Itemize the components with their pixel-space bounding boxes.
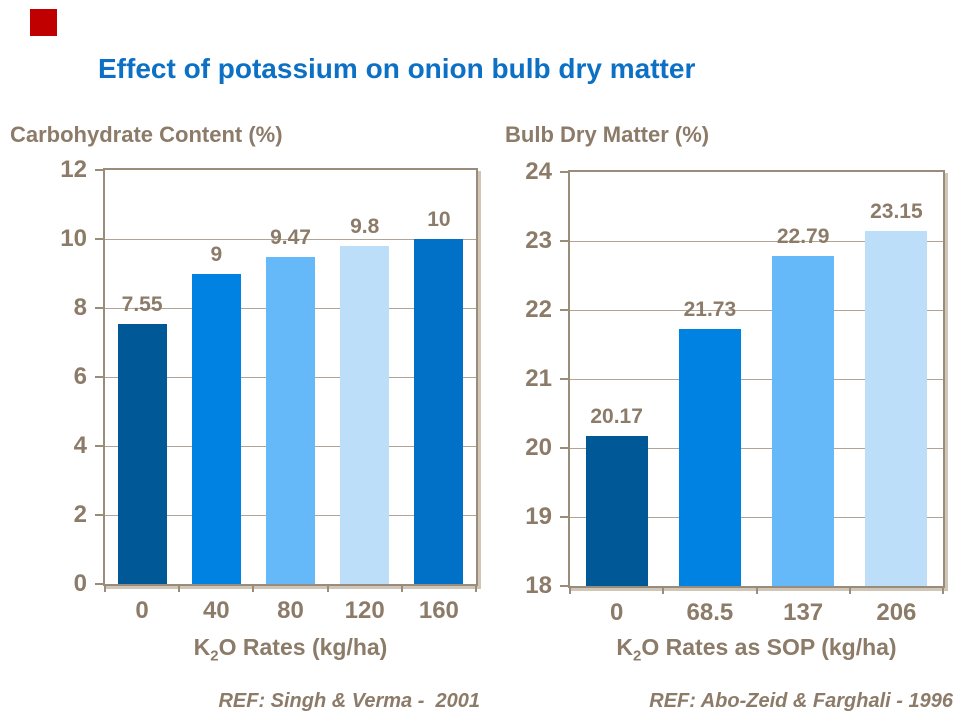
- bar-value-label: 9: [210, 242, 223, 266]
- y-axis-tick: [95, 445, 104, 447]
- y-axis-label: 24: [525, 158, 552, 185]
- y-axis-label: 10: [60, 225, 87, 252]
- y-axis-label: 19: [525, 503, 552, 530]
- y-axis-label: 2: [73, 501, 87, 528]
- y-axis-label: 20: [525, 434, 552, 461]
- y-axis-tick: [95, 514, 104, 516]
- y-axis-tick: [95, 307, 104, 309]
- x-axis-label: 206: [876, 599, 917, 626]
- slide-accent-square: [30, 9, 57, 36]
- bar-k2o-137: [772, 255, 835, 586]
- bar-k2o-206: [865, 230, 928, 586]
- x-axis-tick: [400, 585, 403, 592]
- bar-value-label: 10: [427, 208, 451, 231]
- reference-abozeid-farghali: REF: Abo-Zeid & Farghali - 1996: [649, 690, 953, 712]
- gridline-21: [570, 378, 943, 380]
- bar-k2o-80: [266, 257, 315, 584]
- chart-title-carbohydrate: Carbohydrate Content (%): [10, 122, 283, 147]
- x-axis-tick: [942, 587, 944, 594]
- y-axis-label: 8: [73, 294, 87, 321]
- reference-singh-verma: REF: Singh & Verma - 2001: [218, 690, 480, 712]
- y-axis-tick: [95, 376, 104, 378]
- gridline-20: [570, 447, 943, 449]
- y-axis-label: 6: [73, 363, 87, 390]
- y-axis-label: 12: [60, 156, 87, 183]
- x-axis-tick: [848, 587, 851, 594]
- x-axis-label: 0: [135, 597, 149, 624]
- x-axis-label: 0: [609, 599, 624, 626]
- x-axis-label: 137: [783, 599, 824, 626]
- plot-area-bulb-dry-matter: 20.17 21.73 22.79 23.15: [568, 170, 945, 588]
- x-axis-label: 40: [202, 597, 230, 624]
- bar-k2o-160: [414, 239, 464, 584]
- bar-value-label: 7.55: [121, 292, 163, 316]
- y-axis-label: 23: [525, 227, 552, 254]
- y-axis-tick: [560, 378, 569, 380]
- y-axis-label: 21: [525, 365, 552, 392]
- bar-k2o-120: [340, 245, 390, 584]
- bar-value-label: 21.73: [683, 297, 737, 321]
- y-axis-tick: [560, 447, 569, 449]
- plot-area-carbohydrate: 7.55 9 9.47 9.8 10: [103, 168, 478, 586]
- x-axis-label: 160: [418, 597, 459, 624]
- bulb-dry-matter-chart: Bulb Dry Matter (%) 20.17 21.73 22.79 23.15…: [480, 118, 960, 720]
- x-axis-tick: [475, 585, 477, 592]
- y-axis-tick: [95, 238, 104, 240]
- x-axis-label: 120: [344, 597, 385, 624]
- gridline-23: [570, 240, 943, 242]
- y-axis-tick: [560, 309, 569, 311]
- x-axis-tick: [755, 587, 758, 594]
- bar-k2o-0: [585, 436, 648, 586]
- x-axis-tick: [326, 585, 329, 592]
- y-axis-tick: [560, 516, 569, 518]
- x-axis-label: 80: [277, 597, 304, 624]
- bar-k2o-68.5: [678, 328, 741, 586]
- y-axis-tick: [560, 240, 569, 242]
- gridline-22: [570, 309, 943, 311]
- x-axis-title-bulb-dry-matter: K2O Rates as SOP (kg/ha): [616, 634, 897, 665]
- y-axis-tick: [95, 583, 104, 585]
- y-axis-tick: [560, 171, 569, 173]
- bar-value-label: 22.79: [776, 224, 830, 248]
- x-axis-tick: [104, 585, 106, 592]
- y-axis-tick: [95, 169, 104, 171]
- y-axis-tick: [560, 585, 569, 587]
- slide-title: Effect of potassium on onion bulb dry ma…: [98, 52, 696, 84]
- x-axis-tick: [569, 587, 571, 594]
- bar-value-label: 9.47: [270, 226, 311, 250]
- bar-k2o-40: [191, 273, 241, 584]
- bar-k2o-0: [117, 323, 167, 584]
- carbohydrate-content-chart: Carbohydrate Content (%) 7.55 9 9.47 9.8 10 …: [0, 118, 490, 720]
- x-axis-title-carbohydrate: K2O Rates (kg/ha): [193, 634, 388, 665]
- y-axis-label: 0: [73, 570, 87, 597]
- gridline-10: [105, 238, 476, 240]
- bar-value-label: 9.8: [350, 214, 380, 238]
- y-axis-label: 4: [73, 432, 87, 459]
- x-axis-tick: [178, 585, 181, 592]
- gridline-19: [570, 516, 943, 518]
- x-axis-label: 68.5: [686, 599, 734, 626]
- x-axis-tick: [662, 587, 665, 594]
- x-axis-tick: [252, 585, 255, 592]
- y-axis-label: 18: [525, 572, 552, 599]
- chart-title-bulb-dry-matter: Bulb Dry Matter (%): [505, 122, 710, 147]
- y-axis-label: 22: [525, 296, 552, 323]
- bar-value-label: 23.15: [870, 199, 923, 223]
- bar-value-label: 20.17: [590, 405, 643, 429]
